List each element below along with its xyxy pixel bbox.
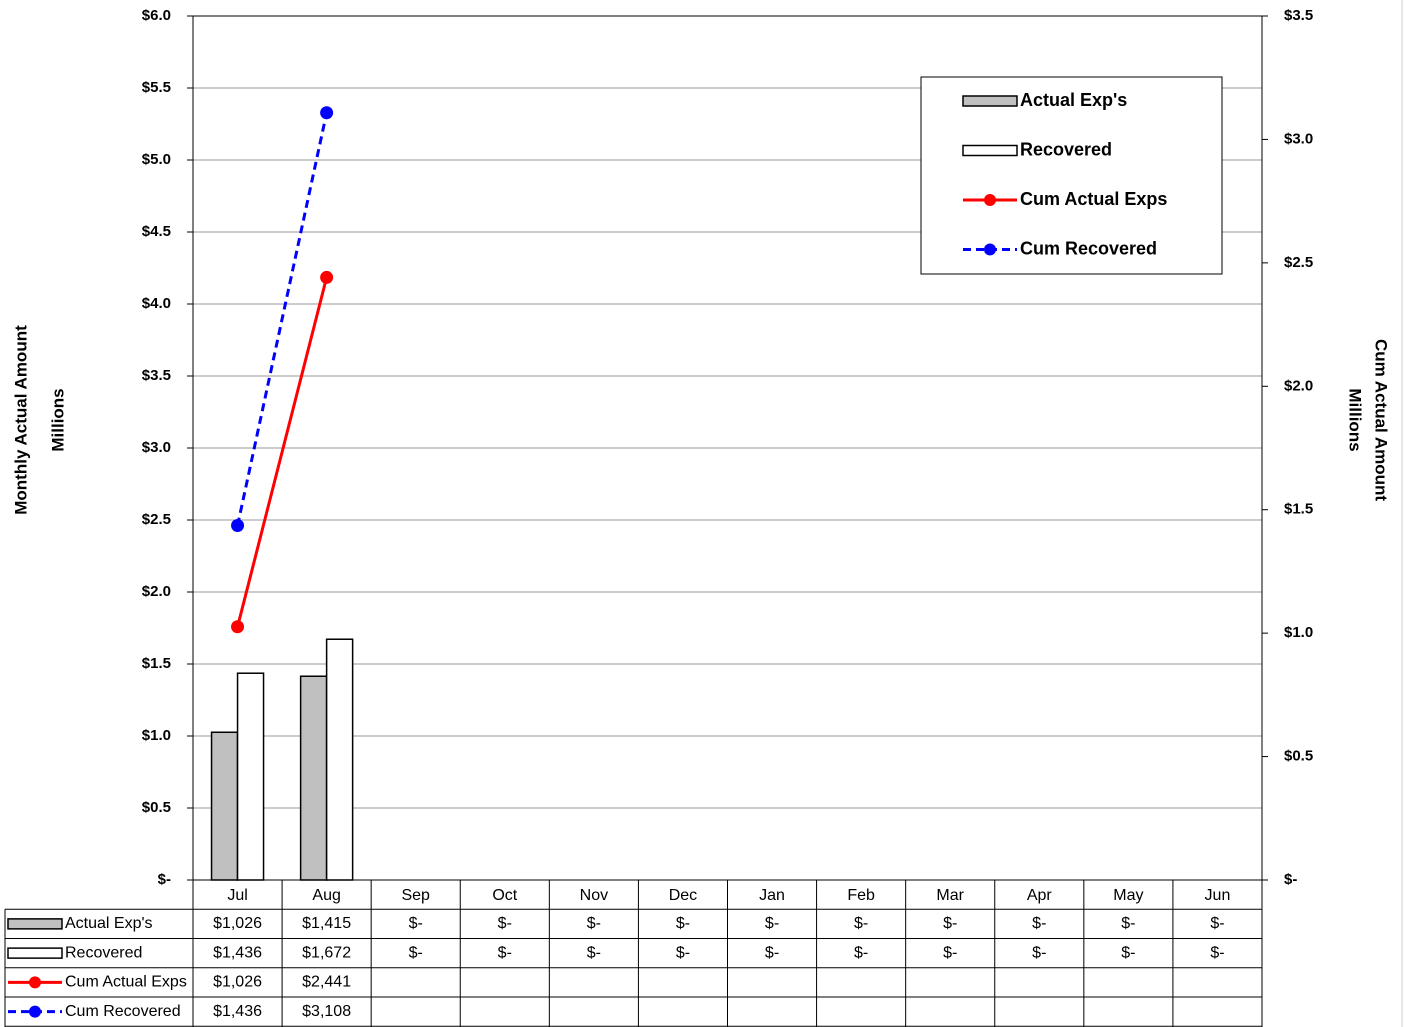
x-tick-label: Nov: [580, 887, 608, 904]
y-tick-label: $1.5: [142, 655, 171, 672]
table-cell: $-: [1210, 944, 1224, 961]
table-cell: $-: [409, 915, 423, 932]
legend-label: Recovered: [1020, 139, 1112, 159]
table-cell: $-: [587, 944, 601, 961]
table-cell: $-: [765, 915, 779, 932]
y-tick-label: $0.5: [142, 799, 171, 816]
y-tick-label: $2.5: [142, 511, 171, 528]
legend-box: [920, 76, 1223, 275]
y-tick-label: $6.0: [142, 7, 171, 24]
y2-tick-label: $-: [1284, 871, 1297, 888]
y2-tick-label: $2.5: [1284, 254, 1313, 271]
table-cell: $-: [943, 915, 957, 932]
y2-tick-label: $1.0: [1284, 624, 1313, 641]
y2-tick-label: $2.0: [1284, 377, 1313, 394]
table-cell: $1,026: [213, 974, 262, 991]
x-tick-label: Aug: [312, 887, 340, 904]
y-tick-label: $-: [158, 871, 171, 888]
table-cell: $1,436: [213, 944, 262, 961]
y-tick-label: $2.0: [142, 583, 171, 600]
y2-tick-label: $0.5: [1284, 748, 1313, 765]
y-tick-label: $4.0: [142, 295, 171, 312]
bar: [210, 731, 239, 881]
table-cell: $-: [1121, 944, 1135, 961]
table-row-label: Recovered: [65, 944, 142, 961]
table-cell: $-: [676, 915, 690, 932]
table-cell: $1,415: [302, 915, 351, 932]
x-tick-label: Jul: [227, 887, 247, 904]
legend-label: Cum Actual Exps: [1020, 189, 1167, 209]
table-row-label: Cum Recovered: [65, 1003, 181, 1020]
y-axis-title: Monthly Actual Amount: [11, 325, 30, 515]
y-tick-label: $1.0: [142, 727, 171, 744]
table-cell: $-: [854, 944, 868, 961]
x-tick-label: Jan: [759, 887, 785, 904]
table-cell: $-: [765, 944, 779, 961]
table-row-label: Actual Exp's: [65, 915, 153, 932]
legend-symbol: [7, 947, 63, 959]
y2-tick-label: $3.5: [1284, 7, 1313, 24]
line: [236, 112, 329, 526]
y2-tick-label: $3.0: [1284, 130, 1313, 147]
line-marker: [320, 106, 334, 120]
line-marker: [320, 270, 334, 284]
x-tick-label: Feb: [847, 887, 875, 904]
y-tick-label: $3.0: [142, 439, 171, 456]
x-tick-label: Jun: [1205, 887, 1231, 904]
table-row-label: Cum Actual Exps: [65, 974, 187, 991]
legend-label: Cum Recovered: [1020, 238, 1157, 258]
x-tick-label: May: [1113, 887, 1143, 904]
table-cell: $-: [1032, 915, 1046, 932]
bar: [299, 675, 328, 881]
x-tick-label: Dec: [669, 887, 697, 904]
table-cell: $-: [498, 944, 512, 961]
table-cell: $1,436: [213, 1003, 262, 1020]
x-tick-label: Oct: [492, 887, 517, 904]
x-tick-label: Sep: [401, 887, 430, 904]
legend-symbol: [29, 1005, 41, 1018]
x-tick-label: Mar: [936, 887, 964, 904]
legend-symbol: [962, 144, 1018, 157]
line: [236, 277, 329, 628]
table-cell: $3,108: [302, 1003, 351, 1020]
line-marker: [231, 519, 245, 533]
y-tick-label: $5.5: [142, 79, 171, 96]
bar: [236, 672, 265, 881]
x-tick-label: Apr: [1027, 887, 1053, 904]
table-cell: $-: [676, 944, 690, 961]
y-tick-label: $3.5: [142, 367, 171, 384]
table-cell: $1,672: [302, 944, 351, 961]
legend-symbol: [29, 976, 41, 989]
y-axis-title: Millions: [48, 388, 67, 451]
table-cell: $-: [498, 915, 512, 932]
table-cell: $-: [1121, 915, 1135, 932]
legend-symbol: [7, 918, 63, 930]
y-tick-label: $5.0: [142, 151, 171, 168]
legend-symbol: [962, 95, 1018, 107]
legend-label: Actual Exp's: [1020, 90, 1127, 110]
y-tick-label: $4.5: [142, 223, 171, 240]
table-cell: $-: [854, 915, 868, 932]
legend-symbol: [984, 194, 996, 206]
table-cell: $-: [943, 944, 957, 961]
y2-axis-title: Millions: [1346, 388, 1365, 451]
legend-symbol: [984, 243, 996, 256]
table-cell: $1,026: [213, 915, 262, 932]
table-cell: $2,441: [302, 974, 351, 991]
bar: [325, 638, 354, 881]
line-marker: [231, 620, 245, 634]
table-cell: $-: [587, 915, 601, 932]
table-cell: $-: [1032, 944, 1046, 961]
table-cell: $-: [1210, 915, 1224, 932]
y2-axis-title: Cum Actual Amount: [1372, 339, 1391, 501]
y2-tick-label: $1.5: [1284, 501, 1313, 518]
table-cell: $-: [409, 944, 423, 961]
